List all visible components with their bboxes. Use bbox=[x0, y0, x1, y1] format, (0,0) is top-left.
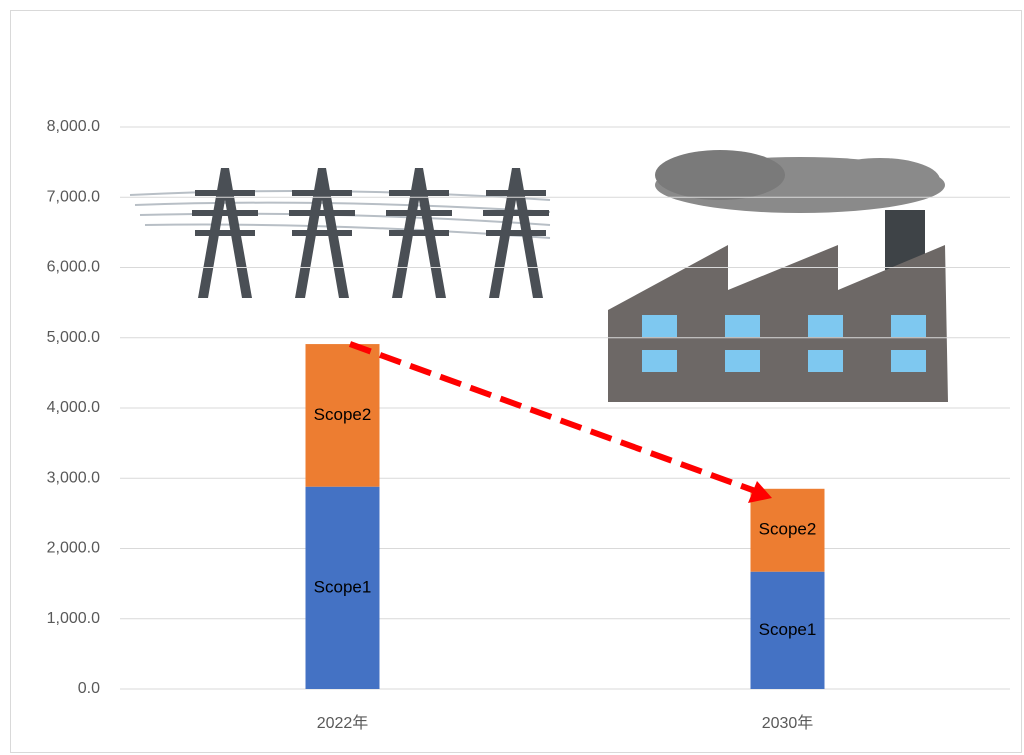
x-tick-label: 2022年 bbox=[317, 714, 369, 732]
y-tick-label: 6,000.0 bbox=[47, 259, 100, 276]
y-tick-label: 4,000.0 bbox=[47, 399, 100, 416]
y-tick-label: 7,000.0 bbox=[47, 188, 100, 205]
y-tick-label: 1,000.0 bbox=[47, 610, 100, 627]
x-tick-label: 2030年 bbox=[762, 714, 814, 732]
y-tick-label: 2,000.0 bbox=[47, 540, 100, 557]
segment-label: Scope1 bbox=[759, 620, 817, 639]
y-tick-label: 8,000.0 bbox=[47, 118, 100, 135]
segment-label: Scope1 bbox=[314, 577, 372, 596]
segment-label: Scope2 bbox=[759, 520, 817, 539]
y-tick-label: 0.0 bbox=[78, 680, 100, 697]
segment-label: Scope2 bbox=[314, 405, 372, 424]
y-tick-label: 3,000.0 bbox=[47, 469, 100, 486]
y-tick-label: 5,000.0 bbox=[47, 329, 100, 346]
chart: 0.0 1,000.0 2,000.0 3,000.0 4,000.0 5,000.0 6,… bbox=[0, 0, 1024, 755]
